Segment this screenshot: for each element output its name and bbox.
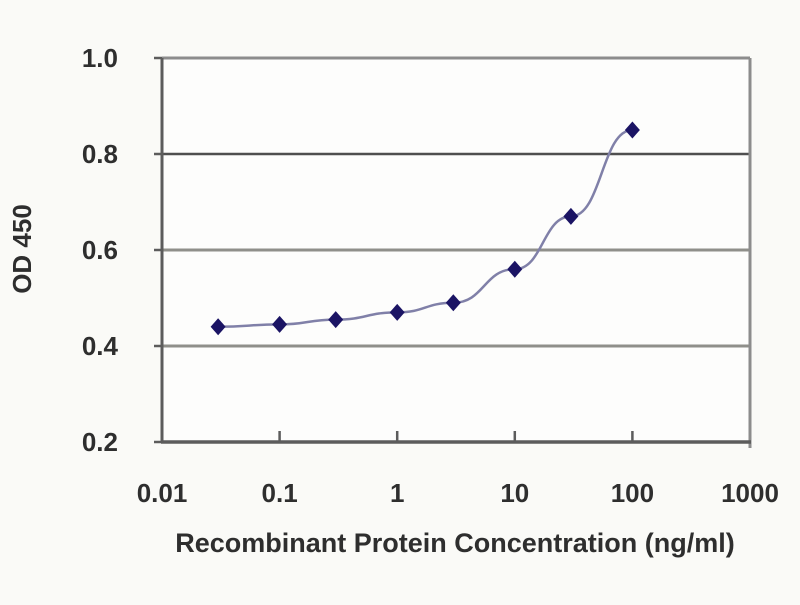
x-tick-label-10: 10 [500,478,529,508]
y-tick-label-0.8: 0.8 [82,139,118,169]
data-point-marker [328,311,344,329]
y-tick-label-0.2: 0.2 [82,427,118,457]
y-tick-label-0.6: 0.6 [82,235,118,265]
x-tick-label-0.01: 0.01 [137,478,188,508]
y-tick-label-1.0: 1.0 [82,43,118,73]
x-axis-title: Recombinant Protein Concentration (ng/ml… [175,528,735,558]
data-point-marker [272,315,288,333]
x-tick-label-1: 1 [390,478,404,508]
data-point-marker [389,303,405,321]
tick-labels-layer: 1.0 0.8 0.6 0.4 0.2 0.01 0.1 1 10 100 1000 [82,43,779,508]
y-tick-label-0.4: 0.4 [82,331,119,361]
x-tick-label-100: 100 [611,478,654,508]
series-layer [210,121,640,336]
data-point-marker [210,318,226,336]
y-axis-title: OD 450 [7,204,37,294]
data-point-marker [624,121,640,139]
x-tick-label-1000: 1000 [721,478,779,508]
data-point-marker [563,207,579,225]
data-point-marker [507,260,523,278]
gridlines-layer [154,56,752,448]
x-tick-label-0.1: 0.1 [262,478,298,508]
data-point-marker [445,294,461,312]
